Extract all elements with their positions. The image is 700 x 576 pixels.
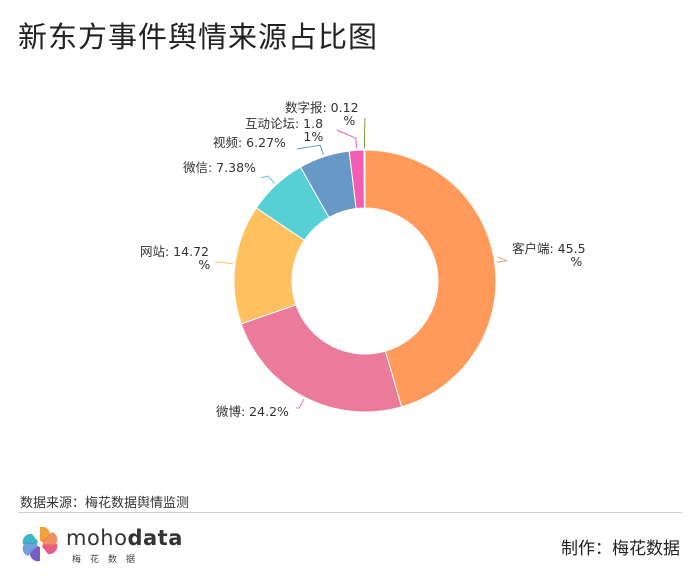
donut-chart: 客户端: 45.5 % 微博: 24.2% 网站: 14.72 % 微信: 7.38% 视频… — [140, 100, 586, 419]
mohodata-logo: mohodata 梅花数据 — [20, 524, 183, 566]
leader-line-1 — [295, 398, 305, 409]
pinwheel-logo-icon — [22, 526, 58, 562]
leader-line-2 — [214, 261, 234, 265]
logo-wordmark-bold: data — [127, 526, 183, 550]
slice-label-3: 微信: 7.38% — [183, 160, 256, 175]
leader-line-0 — [496, 256, 509, 263]
slice-label-1: 微博: 24.2% — [216, 404, 289, 419]
slice-label-2: 网站: 14.72% — [140, 244, 210, 272]
logo-wordmark: mohodata — [66, 526, 183, 550]
donut-slice-0 — [364, 149, 497, 408]
slice-label-6: 数字报: 0.12% — [285, 100, 359, 128]
donut-slice-6 — [363, 149, 366, 209]
author-credit: 制作：梅花数据 — [561, 539, 680, 559]
leader-line-3 — [260, 175, 275, 184]
leader-line-4 — [296, 144, 324, 155]
data-source-note: 数据来源：梅花数据舆情监测 — [20, 496, 190, 511]
logo-wordmark-light: moho — [66, 526, 128, 550]
donut-slice-1 — [240, 304, 403, 413]
slice-label-0: 客户端: 45.5% — [512, 241, 586, 269]
logo-subtitle: 梅花数据 — [72, 555, 145, 565]
slice-label-5: 互动论坛: 1.8 1% — [245, 116, 323, 144]
leader-line-6 — [363, 117, 366, 149]
footer-divider — [18, 512, 682, 513]
leader-line-5 — [336, 129, 357, 149]
chart-title: 新东方事件舆情来源占比图 — [18, 20, 379, 54]
slice-label-4: 视频: 6.27% — [213, 135, 286, 150]
